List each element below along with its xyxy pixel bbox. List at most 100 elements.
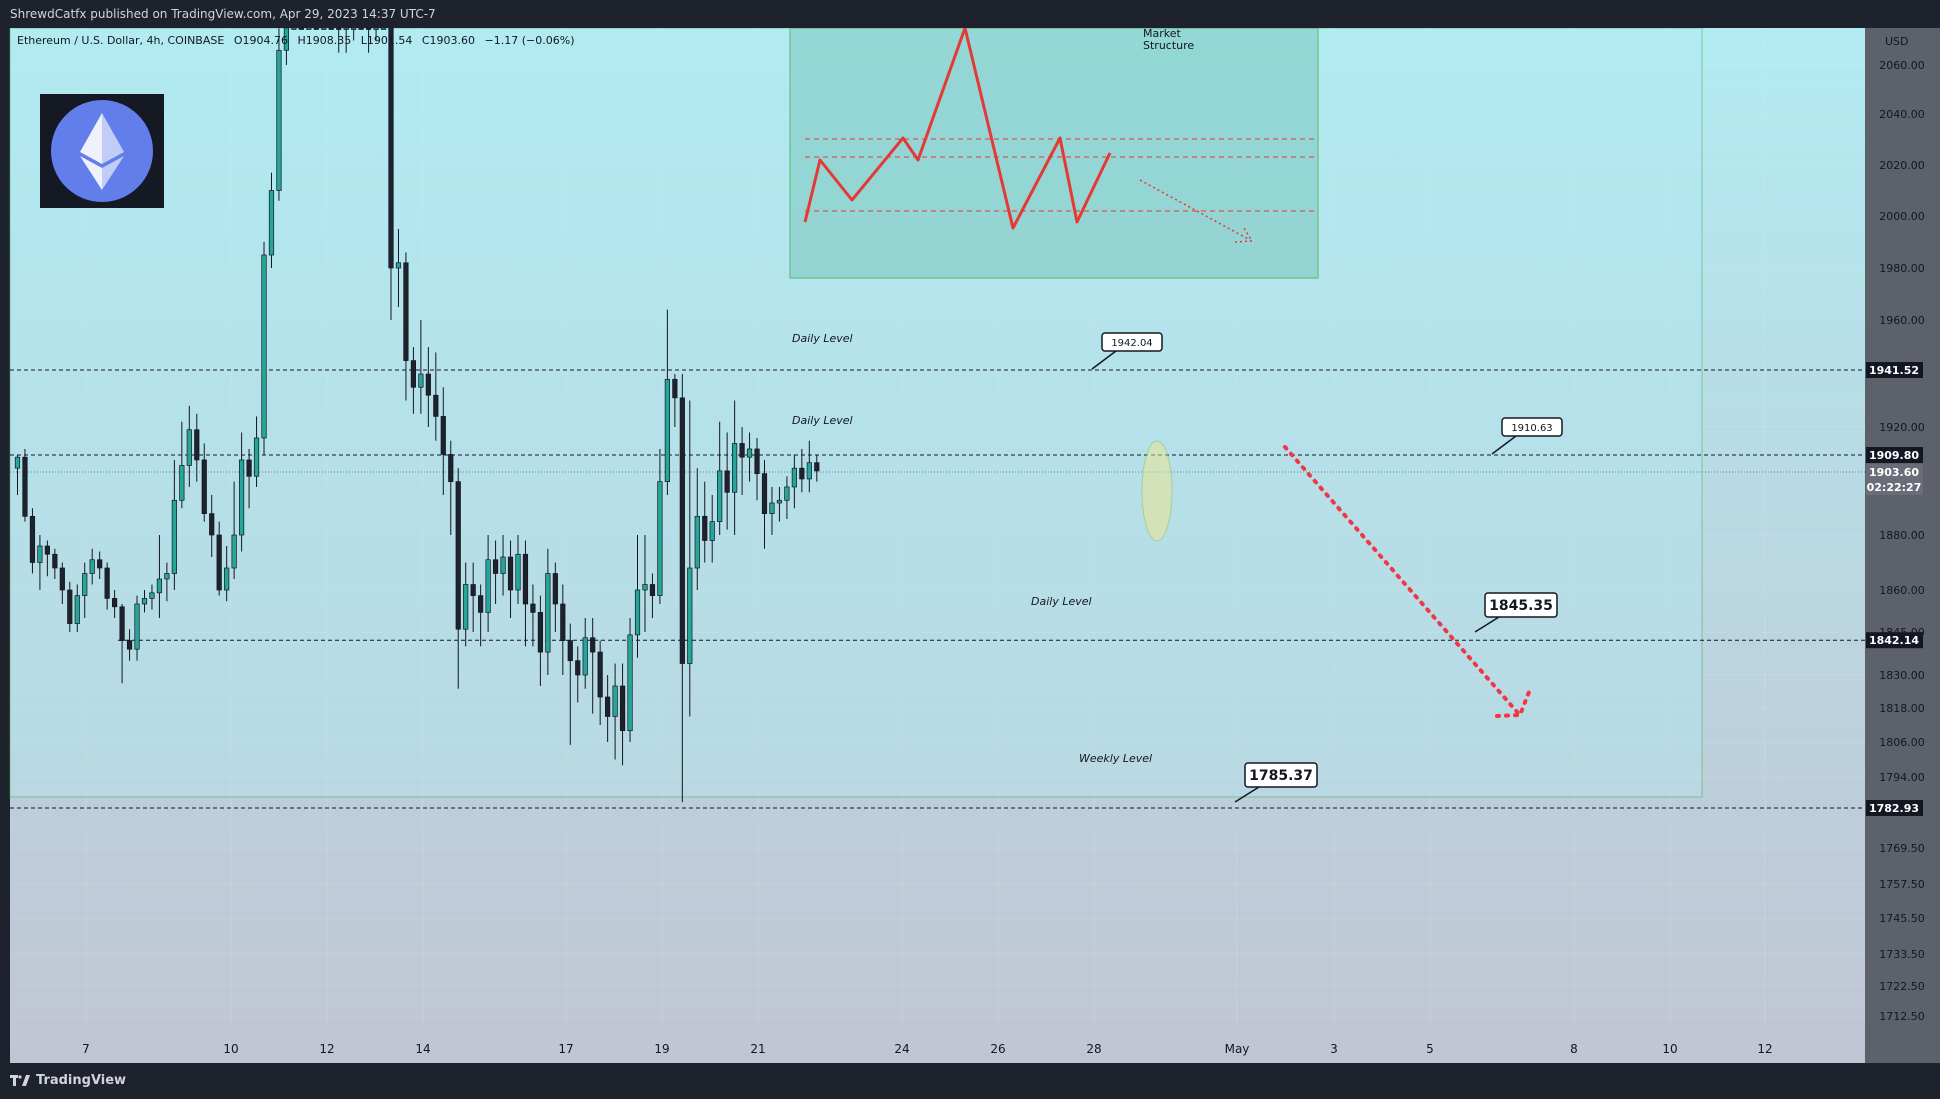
candle-body: [253, 437, 260, 477]
ms-dotted-arrow-line: [1139, 179, 1251, 241]
ohlc-low: L1901.54: [360, 34, 413, 47]
time-axis-tick: 21: [750, 1042, 765, 1056]
price-axis-tick: 1806.00: [1879, 736, 1925, 749]
candle-body: [418, 373, 424, 388]
candle-body: [156, 578, 163, 594]
candle-body: [634, 589, 641, 636]
candle-body: [351, 27, 357, 30]
candle-body: [590, 637, 596, 653]
candle-body: [328, 27, 334, 30]
chart-annotation: Daily Level: [792, 332, 853, 345]
candle-body: [463, 584, 469, 630]
candle-body: [14, 456, 21, 469]
callout-pointer: [1234, 786, 1260, 803]
chart-annotation: Daily Level: [1031, 595, 1092, 608]
currency-label: USD: [1885, 35, 1909, 48]
callout-pointer: [1091, 350, 1117, 370]
candle-body: [373, 27, 379, 30]
chart-annotation: Market: [1143, 27, 1181, 40]
candle-body: [478, 595, 484, 613]
candle-body: [649, 584, 656, 596]
candle-body: [336, 27, 342, 30]
candle-body: [291, 27, 297, 30]
candle-body: [582, 637, 588, 676]
candle-body: [224, 567, 230, 591]
chart-annotation: Daily Level: [792, 414, 853, 427]
time-axis-tick: 17: [558, 1042, 573, 1056]
publisher-text: ShrewdCatfx published on TradingView.com…: [10, 7, 436, 21]
candle-body: [485, 559, 491, 613]
candle-body: [492, 559, 499, 574]
time-axis-tick: 26: [990, 1042, 1005, 1056]
price-axis[interactable]: 2060.00 2040.00 2020.00 2000.00 1980.00 1960.…: [1866, 35, 1925, 1023]
candle-body: [500, 556, 506, 574]
candle-body: [179, 465, 185, 501]
callout-box: [1501, 417, 1563, 437]
footer-bar: TradingView: [0, 1063, 1940, 1099]
price-label-bg: [1866, 479, 1923, 495]
candle-body: [597, 651, 603, 698]
candle-body: [575, 660, 581, 676]
time-axis-tick: 12: [1757, 1042, 1772, 1056]
candle-body: [29, 515, 36, 563]
price-axis-tick: 1960.00: [1879, 314, 1925, 327]
price-axis-background[interactable]: [1865, 28, 1940, 1063]
candle-body: [343, 27, 349, 30]
candle-body: [440, 416, 446, 455]
candle-body: [67, 589, 73, 624]
candle-body: [141, 598, 148, 605]
candle-body: [530, 603, 536, 613]
ohlc-high: H1908.35: [297, 34, 352, 47]
candle-body: [470, 584, 476, 596]
price-label-bg: [1866, 447, 1923, 463]
candle-body: [82, 573, 88, 596]
price-axis-tick: 1880.00: [1879, 529, 1925, 542]
price-axis-tick: 1830.00: [1879, 669, 1925, 682]
callout-text: 1942.04: [1111, 338, 1152, 349]
candle-body: [276, 49, 282, 191]
candle-body: [567, 640, 573, 662]
price-axis-tick: 1722.50: [1879, 980, 1925, 993]
candle-body: [776, 499, 783, 504]
time-axis[interactable]: 7 10 12 14 17 19 21 24 26 28 May 3 5 8 10 12: [82, 1042, 1772, 1056]
market-structure-box: [789, 27, 1319, 279]
price-axis-tick: 1712.50: [1879, 1010, 1925, 1023]
candle-body: [306, 27, 312, 30]
callout-box: [1101, 332, 1163, 352]
chart-annotation: Weekly Level: [1079, 752, 1152, 765]
tradingview-logo[interactable]: TradingView: [10, 1073, 126, 1088]
time-axis-tick: 24: [894, 1042, 909, 1056]
candle-body: [761, 473, 768, 514]
candle-body: [186, 429, 192, 466]
candle-body: [283, 27, 290, 51]
candle-body: [313, 27, 319, 30]
price-axis-tick: 1818.00: [1879, 702, 1925, 715]
callout-pointer: [1491, 435, 1517, 455]
candle-body: [448, 454, 454, 482]
candle-body: [388, 27, 394, 269]
time-axis-tick: 10: [1662, 1042, 1677, 1056]
price-axis-tick: 1980.00: [1879, 262, 1925, 275]
candle-body: [694, 515, 700, 569]
candle-body: [216, 534, 222, 591]
symbol-name[interactable]: Ethereum / U.S. Dollar, 4h, COINBASE: [17, 34, 225, 47]
candle-body: [709, 521, 715, 541]
candle-body: [395, 262, 402, 269]
callout-text: 1845.35: [1489, 598, 1553, 614]
candle-body: [717, 470, 723, 523]
candle-body: [321, 27, 327, 30]
ohlc-change: −1.17 (−0.06%): [484, 34, 575, 47]
price-axis-tick: 2020.00: [1879, 159, 1925, 172]
candle-body: [672, 378, 678, 399]
candle-body: [433, 394, 439, 417]
candle-body: [739, 443, 745, 458]
candle-body: [59, 567, 65, 591]
candle-body: [239, 459, 245, 536]
candle-body: [657, 481, 663, 596]
price-axis-tick: 2000.00: [1879, 210, 1925, 223]
candle-body: [231, 534, 237, 569]
candle-body: [22, 456, 28, 517]
callout-box: [1244, 762, 1318, 788]
candle-body: [171, 499, 177, 574]
